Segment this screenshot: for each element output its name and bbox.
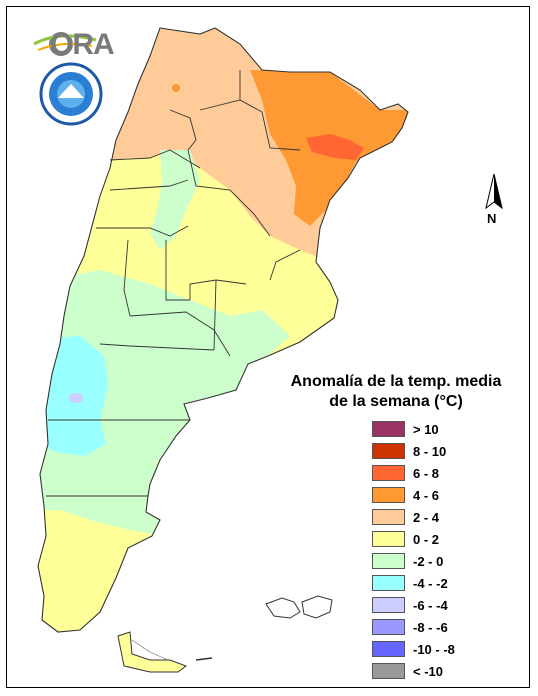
legend-label: 0 - 2 xyxy=(413,531,440,547)
legend-swatch xyxy=(372,641,405,657)
north-arrow-icon xyxy=(485,173,503,210)
smn-seal xyxy=(39,62,103,126)
legend-swatch xyxy=(372,509,405,525)
legend-swatch xyxy=(372,553,405,569)
legend-item: 6 - 8 xyxy=(372,462,455,484)
anomaly-zone-4-6-spot-nw xyxy=(172,84,180,92)
anomaly-zone-minus4-minus2 xyxy=(38,336,108,456)
legend-title: Anomalía de la temp. media de la semana … xyxy=(288,372,504,412)
legend-item: -10 - -8 xyxy=(372,638,455,660)
legend-swatch xyxy=(372,487,405,503)
legend-item: 0 - 2 xyxy=(372,528,455,550)
ora-logo xyxy=(33,32,97,56)
anomaly-zone-minus2-0 xyxy=(38,270,290,534)
legend-label: -4 - -2 xyxy=(413,575,448,591)
legend-title-line1: Anomalía de la temp. media xyxy=(290,373,502,390)
legend-label: -8 - -6 xyxy=(413,619,448,635)
argentina-outline xyxy=(37,27,409,633)
legend-swatch xyxy=(372,575,405,591)
legend-label: -2 - 0 xyxy=(413,553,444,569)
legend-swatch xyxy=(372,663,405,679)
north-label: N xyxy=(487,211,497,226)
tierra-del-fuego xyxy=(117,631,188,673)
legend-label: 8 - 10 xyxy=(413,443,447,459)
legend-item: > 10 xyxy=(372,418,455,440)
legend-label: < -10 xyxy=(413,663,443,679)
legend-label: 2 - 4 xyxy=(413,509,440,525)
legend-swatch xyxy=(372,421,405,437)
legend-swatch xyxy=(372,597,405,613)
malvinas-islands xyxy=(265,595,333,619)
legend-item: 4 - 6 xyxy=(372,484,455,506)
anomaly-zone-minus6-minus4 xyxy=(69,393,83,403)
legend-item: 8 - 10 xyxy=(372,440,455,462)
legend-label: > 10 xyxy=(413,421,439,437)
legend-label: 4 - 6 xyxy=(413,487,440,503)
legend-item: -4 - -2 xyxy=(372,572,455,594)
legend-item: -6 - -4 xyxy=(372,594,455,616)
legend-label: 6 - 8 xyxy=(413,465,440,481)
legend-swatch xyxy=(372,531,405,547)
legend-swatch xyxy=(372,443,405,459)
legend-label: -10 - -8 xyxy=(413,641,455,657)
legend-item: 2 - 4 xyxy=(372,506,455,528)
legend-item: -2 - 0 xyxy=(372,550,455,572)
ora-logo-text: ORA xyxy=(50,28,115,61)
isla-de-los-estados xyxy=(195,657,213,661)
province-borders xyxy=(46,70,301,497)
legend: > 10 8 - 10 6 - 8 4 - 6 2 - 4 0 - 2 -2 - 0 -4 -… xyxy=(372,418,455,682)
anomaly-zone-minus2-0-north xyxy=(150,150,200,250)
legend-item: -8 - -6 xyxy=(372,616,455,638)
tdf-zone-edge xyxy=(131,639,169,661)
legend-swatch xyxy=(372,619,405,635)
legend-title-line2: de la semana (°C) xyxy=(329,393,463,410)
legend-item: < -10 xyxy=(372,660,455,682)
legend-label: -6 - -4 xyxy=(413,597,448,613)
anomaly-zone-6-8-spot xyxy=(306,134,364,160)
legend-swatch xyxy=(372,465,405,481)
